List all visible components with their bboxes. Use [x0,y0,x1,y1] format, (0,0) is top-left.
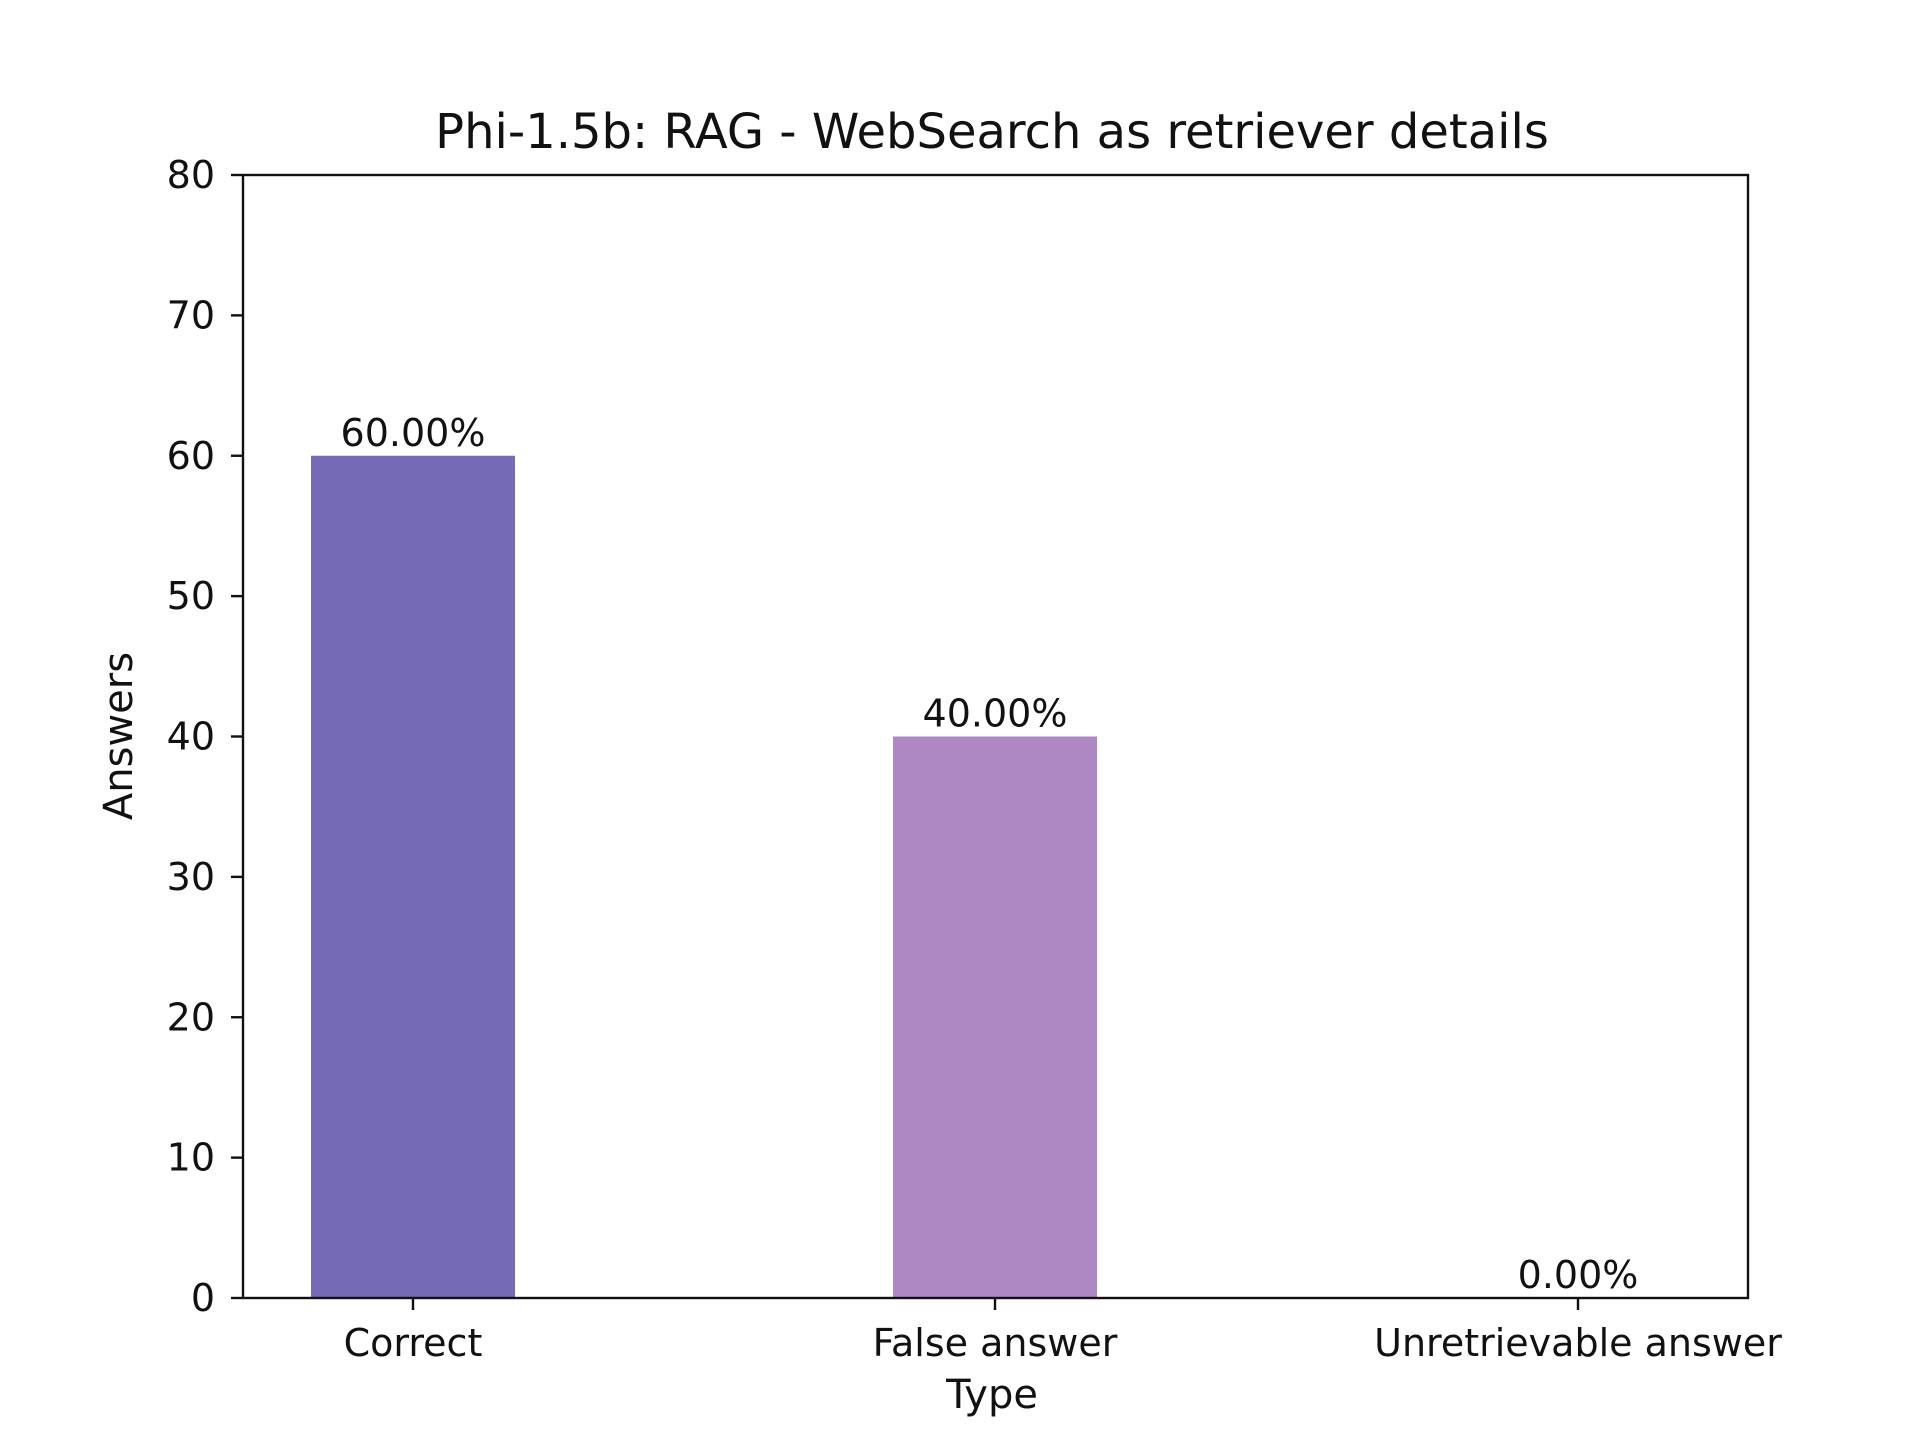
y-tick-label: 40 [167,715,215,759]
plot-area: 60.00% 40.00% 0.00% [311,411,1638,1298]
y-tick-label: 30 [167,855,215,899]
x-tick-label: Unretrievable answer [1374,1321,1782,1365]
y-tick-label: 50 [167,574,215,618]
value-label-correct: 60.00% [341,411,486,455]
x-tick-label: Correct [344,1321,483,1365]
bar-correct [311,455,515,1298]
x-axis-label: Type [945,1372,1038,1418]
y-axis-label: Answers [96,652,142,820]
value-label-unretrievable-answer: 0.00% [1518,1253,1639,1297]
x-tick-label: False answer [873,1321,1118,1365]
value-label-false-answer: 40.00% [923,692,1068,736]
y-tick-label: 70 [167,293,215,337]
y-tick-label: 0 [191,1276,215,1320]
y-tick-label: 60 [167,434,215,478]
bar-false-answer [893,736,1097,1298]
axes [231,173,1750,1310]
y-tick-label: 80 [167,153,215,197]
axis-labels: 0 10 20 30 40 50 60 70 80 Correct False answer Unre… [167,153,1783,1365]
chart-title: Phi-1.5b: RAG - WebSearch as retriever d… [435,104,1549,160]
y-tick-label: 20 [167,995,215,1039]
y-tick-label: 10 [167,1136,215,1180]
